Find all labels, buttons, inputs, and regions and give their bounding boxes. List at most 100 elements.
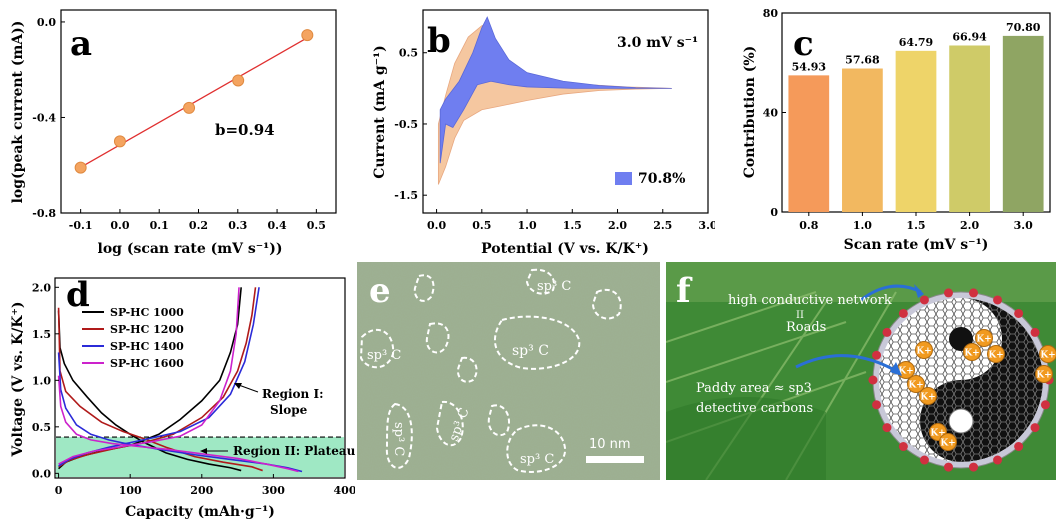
panel-e-sp3-label-2: sp³ C	[367, 348, 401, 363]
panel-c-x-tick-label: 3.0	[1014, 219, 1033, 232]
panel-b-y-tick-label: -0.5	[394, 118, 418, 131]
panel-d-chart: 0 100 200 300 400 0.0 0.5 1.0 1.5 2.0 SP-HC 1000…	[10, 275, 355, 520]
panel-e-tem-image: sp³ C sp³ C sp³ C sp³ C sp³ C sp³ C e 10…	[357, 262, 660, 480]
panel-f-schematic: K+K+K+K+K+K+K+ K+K+K+K+ high conductive n…	[666, 262, 1056, 480]
panel-c-x-tick-label: 0.8	[799, 219, 818, 232]
k-ion-label: K+	[988, 351, 1003, 361]
k-ion-label: K+	[898, 367, 913, 377]
red-bead	[1040, 400, 1050, 410]
panel-c-x-axis-label: Scan rate (mV s⁻¹)	[844, 237, 989, 253]
panel-d-y-tick-label: 0.0	[32, 467, 51, 480]
red-bead	[943, 462, 953, 472]
k-ion-label: K+	[930, 429, 945, 439]
panel-c-bar-value-label: 70.80	[1006, 21, 1041, 34]
panel-b-y-axis-label: Current (mA g⁻¹)	[372, 45, 388, 179]
sp3-region	[425, 322, 450, 354]
panel-a-chart: -0.1 0.0 0.1 0.2 0.3 0.4 0.5 0.0 -0.4 -0.8 a b=0…	[10, 9, 337, 257]
k-ion	[907, 375, 925, 393]
panel-e-sp3-label-6: sp³ C	[520, 452, 554, 467]
panel-a-data-point	[113, 135, 126, 148]
panel-a-data-point	[74, 161, 87, 174]
panel-a-x-tick-label: 0.1	[150, 219, 169, 232]
panel-c-x-tick-label: 1.0	[853, 219, 872, 232]
k-ion	[975, 329, 993, 347]
k-ion	[963, 343, 981, 361]
red-bead	[898, 442, 908, 452]
road	[666, 291, 817, 343]
panel-f-yin-dot-light	[948, 408, 974, 434]
panel-b-legend-label: 70.8%	[638, 171, 685, 187]
k-ion	[1039, 345, 1056, 363]
k-ion	[987, 345, 1005, 363]
panel-b-chart: 0.0 0.5 1.0 1.5 2.0 2.5 3.0 0.5 -0.5 -1.5 b 3.0 …	[372, 9, 715, 257]
panel-d-region1-sub-label: Slope	[270, 403, 308, 417]
panel-b-x-axis-label: Potential (V vs. K/K⁺)	[481, 241, 649, 257]
sp3-region	[506, 424, 567, 473]
k-ion	[1035, 365, 1053, 383]
red-bead	[1030, 327, 1040, 337]
panel-d-region2-label: Region II: Plateau	[233, 444, 355, 458]
sp3-region	[413, 274, 435, 302]
k-ion-label: K+	[976, 335, 991, 345]
panel-c-bar	[895, 50, 937, 213]
k-ion-label: K+	[1040, 351, 1055, 361]
panel-a-x-axis-label: log (scan rate (mV s⁻¹))	[98, 241, 283, 257]
panel-d-legend-label: SP-HC 1400	[110, 340, 184, 353]
panel-d-x-axis-label: Capacity (mAh·g⁻¹)	[125, 504, 275, 520]
k-ion-label: K+	[940, 439, 955, 449]
panel-f-label-carbons: detective carbons	[696, 401, 813, 416]
panel-a-x-tick-label: 0.0	[110, 219, 129, 232]
panel-f-arrowhead-roads	[914, 284, 924, 298]
panel-f-sky-band	[666, 262, 1056, 302]
sp3-region	[457, 356, 478, 383]
panel-f-label-roads: Roads	[786, 320, 826, 335]
panel-b-x-tick-label: 2.5	[653, 219, 672, 232]
panel-a-data-point	[301, 29, 314, 42]
red-bead	[882, 423, 892, 433]
panel-d-legend-label: SP-HC 1200	[110, 323, 184, 336]
panel-d-discharge-curve	[57, 307, 263, 472]
red-bead	[919, 455, 929, 465]
panel-d-x-tick-label: 200	[190, 484, 213, 497]
panel-f-label-equals: II	[796, 310, 804, 321]
panel-a-y-tick-label: -0.8	[32, 207, 56, 220]
sp3-region	[385, 402, 413, 469]
panel-d-x-tick-label: 0	[55, 484, 63, 497]
panel-d-discharge-curve	[57, 375, 299, 473]
panel-b-x-tick-label: 0.5	[472, 219, 491, 232]
panel-a-y-tick-label: -0.4	[32, 111, 56, 124]
panel-c-x-tick-label: 1.5	[906, 219, 925, 232]
panel-d-charge-curve	[58, 287, 257, 468]
panel-f-arrow-paddy	[795, 354, 899, 374]
panel-f-arrowhead-paddy	[890, 362, 902, 376]
panel-d-region1-arrowhead	[234, 383, 242, 389]
red-bead	[1030, 423, 1040, 433]
panel-f-arrow-roads	[860, 284, 922, 302]
panel-d-x-tick-label: 300	[262, 484, 285, 497]
red-bead	[898, 308, 908, 318]
panel-f-label-paddy: Paddy area ≈ sp3	[696, 381, 812, 396]
panel-a-y-tick-label: 0.0	[37, 16, 56, 29]
panel-d-y-tick-label: 2.0	[32, 281, 51, 294]
panel-b-y-tick-label: 0.5	[399, 47, 418, 60]
panel-c-bar	[1002, 35, 1044, 213]
red-bead	[919, 295, 929, 305]
red-bead	[969, 462, 979, 472]
panel-d-letter: d	[66, 275, 90, 315]
panel-c-y-axis-label: Contribution (%)	[742, 46, 758, 179]
panel-e-scale-label: 10 nm	[589, 437, 631, 452]
panel-c-bar	[949, 45, 990, 212]
panel-d-y-tick-label: 0.5	[32, 421, 51, 434]
panel-c-bar	[788, 75, 830, 212]
panel-e-scale-bar	[586, 456, 644, 463]
k-ion	[919, 387, 937, 405]
panel-b-x-tick-label: 1.5	[563, 219, 582, 232]
panel-a-x-tick-label: 0.2	[189, 219, 208, 232]
panel-a-x-tick-label: 0.3	[228, 219, 247, 232]
red-bead	[868, 375, 878, 385]
panel-d-x-tick-label: 100	[119, 484, 142, 497]
panel-d-x-tick-label: 400	[334, 484, 355, 497]
panel-b-legend-swatch	[615, 172, 632, 185]
k-ion	[939, 433, 957, 451]
panel-c-bar-value-label: 54.93	[792, 60, 826, 73]
